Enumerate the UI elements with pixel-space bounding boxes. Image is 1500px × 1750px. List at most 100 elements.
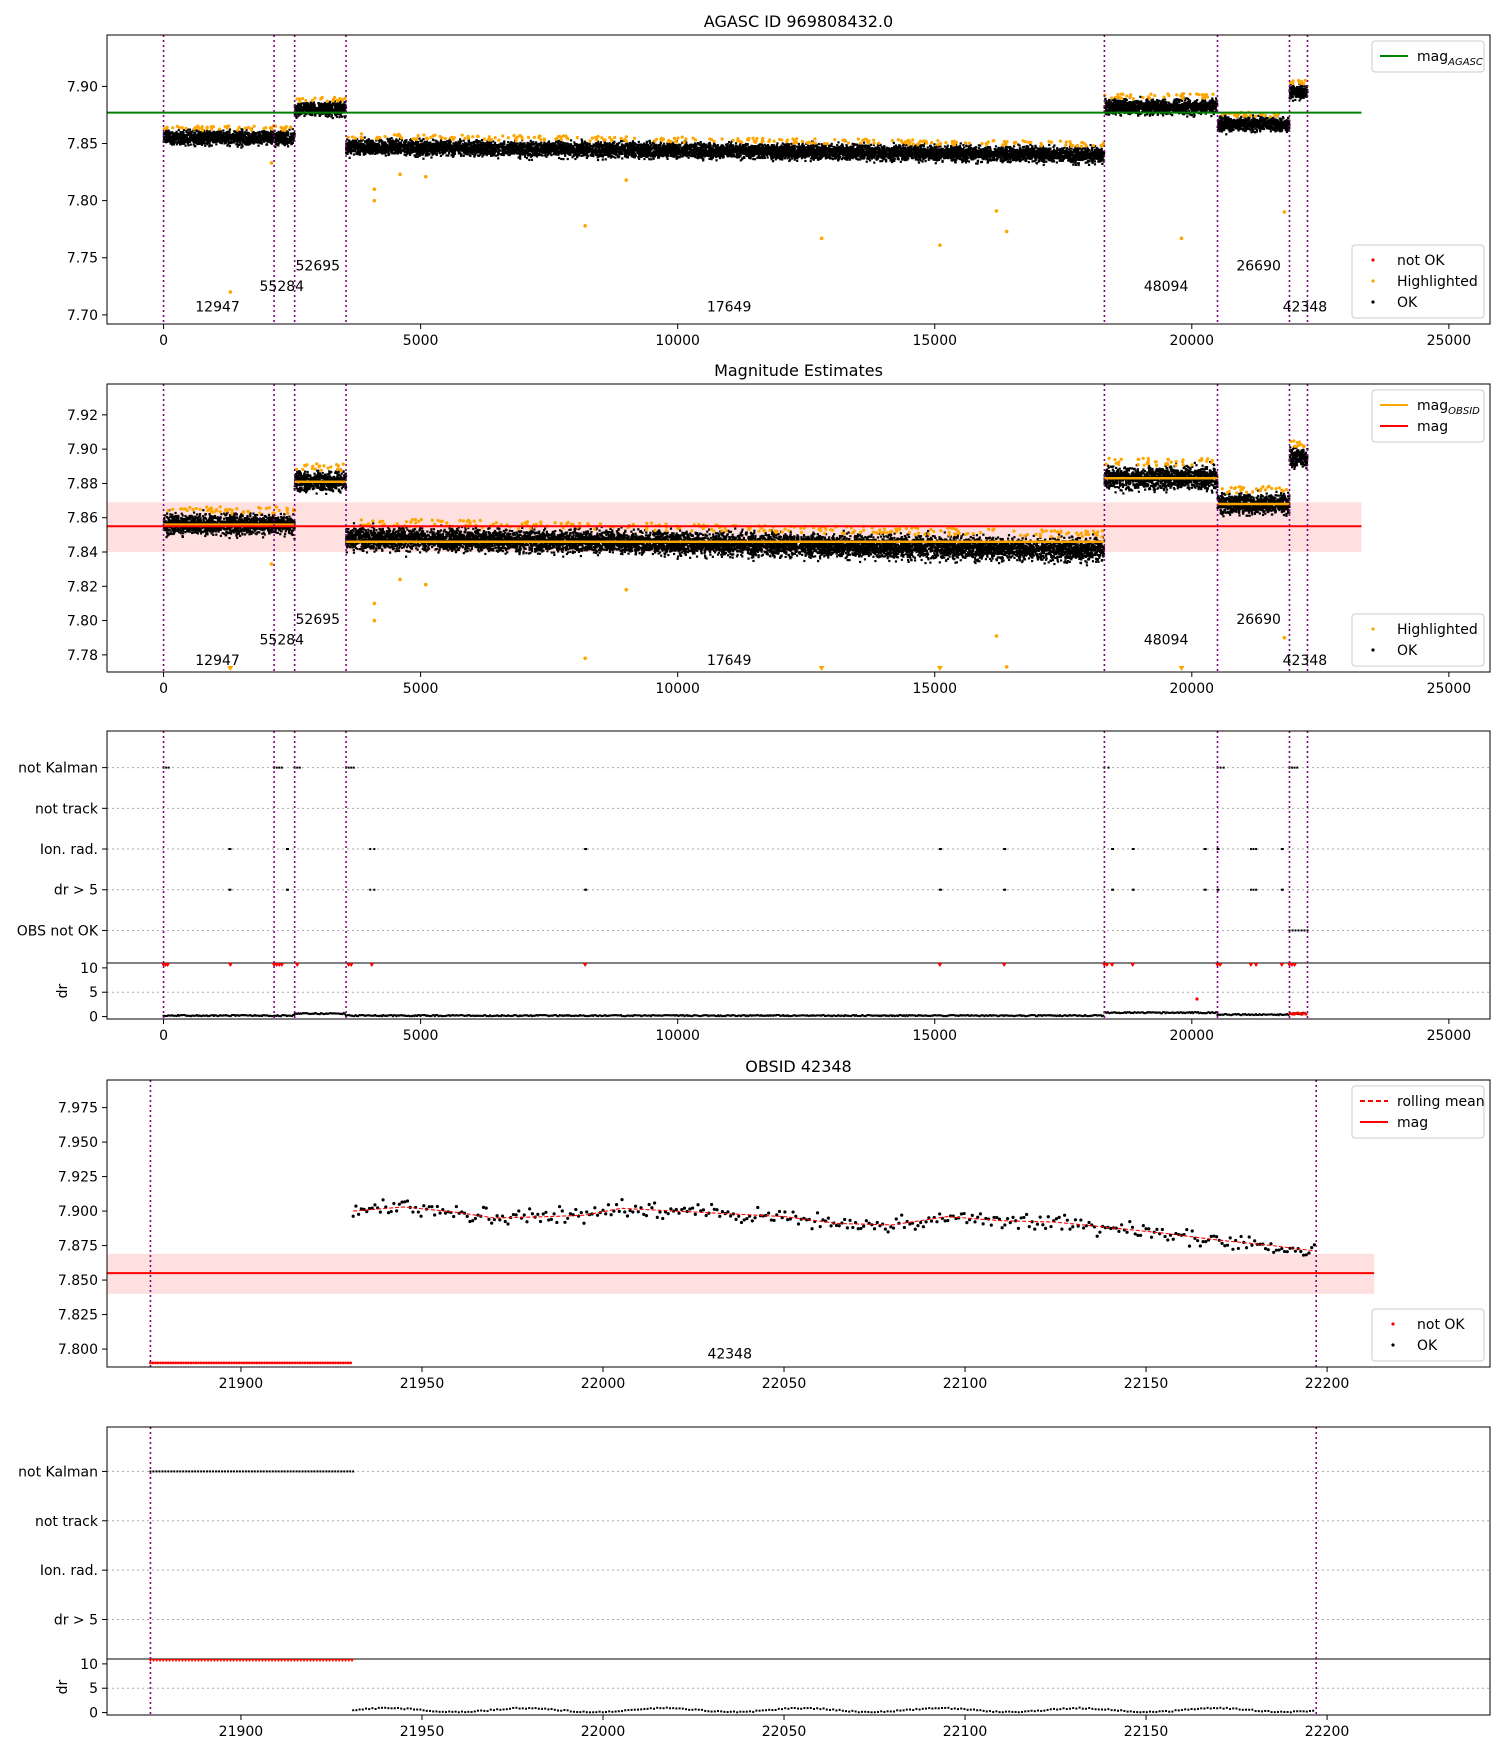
obsid-label: 12947 (195, 299, 240, 315)
obsid-label: 48094 (1144, 633, 1189, 649)
obsid-label: 26690 (1236, 258, 1281, 274)
dr-clipped-marker (244, 1659, 249, 1662)
y-tick-label: 7.86 (67, 511, 98, 527)
dr-clipped-marker (279, 963, 285, 967)
y-tick-label: 7.900 (58, 1204, 98, 1220)
y-tick-label: 7.90 (67, 442, 98, 458)
plot-frame (106, 1426, 1491, 1716)
dr-clipped-marker (1130, 963, 1136, 967)
obsid-42348-panel: OBSID 42348 21900 21950 22000 22050 22100 2215… (58, 1057, 1491, 1392)
flag-label: dr > 5 (54, 883, 98, 899)
plot-frame (106, 383, 1491, 673)
highlighted-point (1282, 635, 1287, 640)
clipped-point-marker (1178, 666, 1185, 671)
legend-marker (1371, 258, 1375, 262)
dr-clipped-marker (222, 1659, 227, 1662)
legend: magAGASC (1371, 40, 1485, 73)
flag-label: not track (35, 1514, 99, 1530)
highlighted-point (1179, 236, 1184, 241)
dr-clipped-marker (369, 963, 375, 967)
y-tick-label: 7.78 (67, 648, 98, 664)
x-tick-label: 22100 (943, 1376, 988, 1392)
dr-clipped-marker (289, 1659, 294, 1662)
legend-label: rolling mean (1397, 1094, 1485, 1110)
dr-clipped-marker (295, 1659, 300, 1662)
dr-clipped-marker (330, 1659, 335, 1662)
obsid-label: 42348 (707, 1347, 752, 1363)
x-tick-label: 15000 (912, 333, 957, 349)
x-tick-label: 10000 (655, 333, 700, 349)
x-tick-label: 0 (159, 681, 168, 697)
legend-label: OK (1397, 643, 1418, 659)
obsid-label: 26690 (1236, 612, 1281, 628)
y-tick-label: 7.70 (67, 308, 98, 324)
dr-clipped-marker (279, 1659, 284, 1662)
dr-clipped-marker (196, 1659, 201, 1662)
y-tick-label: 7.85 (67, 137, 98, 153)
x-tick-label: 25000 (1427, 681, 1472, 697)
flag-points (162, 766, 1309, 932)
dr-clipped-marker (350, 1659, 355, 1662)
dr-clipped-marker (273, 1659, 278, 1662)
dr-clipped-marker (276, 1659, 281, 1662)
obsid-label: 55284 (260, 633, 305, 649)
legend-label: not OK (1417, 1317, 1465, 1333)
dr-clipped-marker (183, 1659, 188, 1662)
chart-title: AGASC ID 969808432.0 (704, 12, 893, 31)
clipped-point-marker (227, 666, 234, 671)
x-tick-label: 22150 (1124, 1376, 1169, 1392)
legend-label: OK (1397, 295, 1418, 311)
x-tick-label: 5000 (403, 333, 439, 349)
dr-clipped-marker (311, 1659, 316, 1662)
y-tick-label: 7.82 (67, 579, 98, 595)
dr-clipped-marker (1292, 963, 1298, 967)
highlighted-point (372, 187, 377, 192)
dr-clipped-marker (937, 963, 943, 967)
dr-clipped-marker (158, 1659, 163, 1662)
legend-marker (1391, 1343, 1395, 1347)
highlighted-point (1282, 210, 1287, 214)
dr-clipped-marker (308, 1659, 313, 1662)
flag-label: dr > 5 (54, 1613, 98, 1629)
dr-clipped-marker (337, 1659, 342, 1662)
dr-axis-label: dr (55, 1679, 71, 1694)
obsid-42348-flags-panel: 21900 21950 22000 22050 22100 22150 22200 not K… (18, 1426, 1491, 1740)
dr-clipped-marker (1104, 963, 1110, 967)
x-tick-label: 22150 (1124, 1724, 1169, 1740)
dr-tick-label: 0 (89, 1706, 98, 1722)
highlighted-point (819, 236, 824, 241)
dr-outlier-point (1195, 997, 1199, 1001)
dr-clipped-marker (212, 1659, 217, 1662)
flag-label: Ion. rad. (40, 842, 98, 858)
dr-clipped-marker (282, 1659, 287, 1662)
y-tick-label: 7.90 (67, 79, 98, 95)
highlighted-point (994, 209, 999, 213)
legend-subscript: OBSID (1448, 406, 1480, 417)
y-tick-label: 7.92 (67, 408, 98, 424)
dr-axis-label: dr (55, 983, 71, 998)
dr-clipped-marker (1248, 963, 1254, 967)
dr-clipped-marker (209, 1659, 214, 1662)
flag-points (149, 1470, 355, 1473)
highlighted-point (624, 178, 629, 182)
dr-clipped-marker (199, 1659, 204, 1662)
dr-clipped-marker (582, 963, 588, 967)
dr-clipped-marker (228, 1659, 233, 1662)
dr-clipped-marker (348, 963, 354, 967)
dr-tick-label: 10 (80, 961, 98, 977)
dr-clipped-marker (266, 1659, 271, 1662)
dr-clipped-marker (321, 1659, 326, 1662)
flags-panel: 0 5000 10000 15000 20000 25000 not Kalman not t… (17, 730, 1491, 1044)
dr-clipped-marker (292, 1659, 297, 1662)
x-tick-label: 0 (159, 1028, 168, 1044)
dr-clipped-marker (260, 1659, 265, 1662)
x-tick-label: 20000 (1170, 333, 1215, 349)
flag-label: Ion. rad. (40, 1563, 98, 1579)
dr-clipped-marker (314, 1659, 319, 1662)
dr-clipped-marker (234, 1659, 239, 1662)
legend-marker (1371, 648, 1375, 652)
highlighted-point (583, 656, 587, 661)
dr-clipped-marker (346, 1659, 351, 1662)
dr-clipped-marker (1253, 963, 1259, 967)
